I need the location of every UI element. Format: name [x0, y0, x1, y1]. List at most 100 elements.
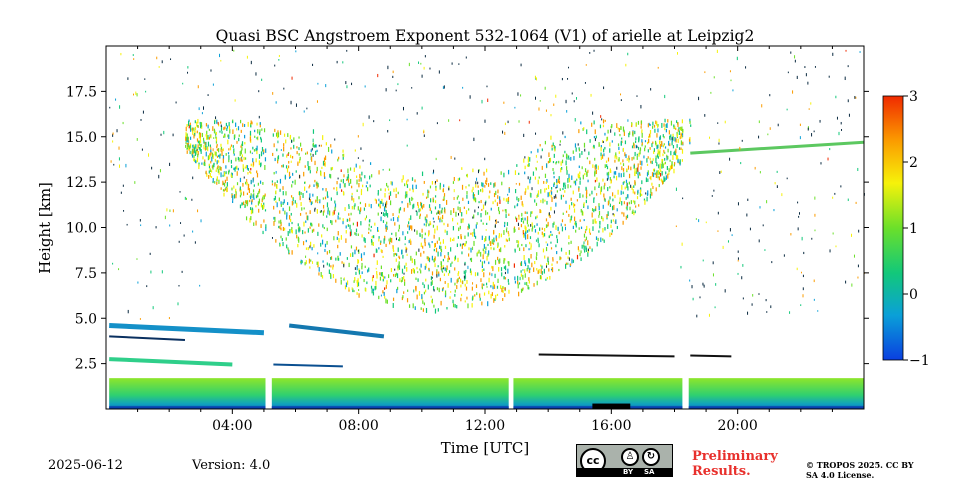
noise-point — [122, 121, 124, 125]
retrieval-point — [262, 152, 265, 155]
retrieval-point — [623, 131, 625, 136]
retrieval-point — [252, 189, 255, 193]
retrieval-point — [671, 161, 673, 165]
retrieval-point — [228, 159, 230, 163]
retrieval-point — [497, 245, 499, 249]
retrieval-point — [542, 233, 544, 238]
noise-point — [764, 249, 766, 251]
retrieval-point — [396, 273, 399, 279]
boundary-layer-base — [109, 406, 266, 409]
retrieval-point — [665, 175, 667, 180]
retrieval-point — [560, 194, 562, 200]
retrieval-point — [385, 243, 387, 247]
retrieval-point — [361, 266, 363, 270]
retrieval-point — [451, 261, 453, 264]
retrieval-point — [386, 200, 388, 205]
retrieval-point — [661, 158, 663, 164]
noise-point — [767, 133, 769, 136]
retrieval-point — [667, 119, 669, 123]
retrieval-point — [461, 167, 463, 170]
retrieval-point — [320, 144, 322, 147]
retrieval-point — [431, 298, 434, 304]
retrieval-point — [382, 275, 385, 281]
noise-point — [475, 181, 477, 185]
retrieval-point — [322, 188, 324, 191]
retrieval-point — [364, 203, 367, 207]
retrieval-point — [186, 124, 188, 128]
retrieval-point — [517, 244, 519, 248]
noise-point — [358, 289, 360, 291]
retrieval-point — [689, 118, 691, 122]
retrieval-point — [537, 193, 539, 197]
noise-point — [443, 85, 445, 89]
retrieval-point — [633, 185, 635, 188]
noise-point — [464, 263, 466, 266]
retrieval-point — [265, 224, 267, 229]
retrieval-point — [194, 151, 196, 157]
retrieval-point — [573, 156, 575, 161]
retrieval-point — [562, 194, 565, 198]
retrieval-point — [662, 144, 665, 148]
retrieval-point — [243, 191, 245, 196]
retrieval-point — [440, 245, 442, 251]
retrieval-point — [227, 134, 229, 138]
retrieval-point — [488, 195, 490, 199]
noise-point — [120, 52, 122, 56]
noise-point — [857, 276, 859, 279]
retrieval-point — [561, 167, 563, 170]
retrieval-point — [621, 166, 623, 171]
retrieval-point — [634, 210, 636, 214]
retrieval-point — [300, 142, 302, 147]
retrieval-point — [553, 176, 555, 179]
retrieval-point — [385, 298, 387, 304]
retrieval-point — [527, 265, 529, 270]
retrieval-point — [483, 292, 486, 296]
retrieval-point — [556, 251, 558, 255]
retrieval-point — [307, 247, 309, 251]
noise-point — [220, 59, 222, 62]
retrieval-point — [600, 156, 602, 161]
retrieval-point — [486, 212, 489, 215]
retrieval-point — [479, 293, 481, 298]
retrieval-point — [639, 149, 641, 155]
retrieval-point — [286, 244, 288, 249]
noise-point — [169, 162, 171, 166]
retrieval-point — [358, 269, 361, 275]
noise-point — [620, 99, 622, 102]
retrieval-point — [297, 243, 299, 248]
noise-point — [440, 216, 442, 220]
retrieval-point — [294, 200, 296, 204]
retrieval-point — [242, 182, 244, 187]
retrieval-point — [333, 187, 335, 190]
retrieval-point — [467, 226, 469, 230]
retrieval-point — [471, 286, 473, 291]
retrieval-point — [399, 207, 402, 211]
y-axis-label: Height [km] — [36, 182, 54, 274]
retrieval-point — [402, 175, 404, 180]
retrieval-point — [514, 170, 517, 176]
retrieval-point — [586, 157, 588, 160]
noise-point — [305, 255, 307, 258]
retrieval-point — [242, 164, 244, 169]
retrieval-point — [555, 244, 557, 248]
retrieval-point — [635, 205, 637, 208]
noise-point — [730, 79, 732, 82]
noise-point — [808, 108, 810, 110]
retrieval-point — [589, 246, 591, 250]
retrieval-point — [342, 221, 344, 225]
retrieval-point — [408, 197, 411, 203]
retrieval-point — [219, 165, 221, 171]
retrieval-point — [441, 270, 444, 273]
noise-point — [507, 200, 509, 204]
x-tick-label: 08:00 — [338, 418, 378, 434]
noise-point — [213, 137, 215, 139]
noise-point — [380, 294, 382, 297]
retrieval-point — [324, 243, 327, 248]
retrieval-point — [659, 143, 661, 149]
retrieval-point — [476, 292, 478, 296]
retrieval-point — [250, 125, 252, 128]
noise-point — [832, 52, 834, 56]
retrieval-point — [217, 165, 219, 169]
retrieval-point — [679, 126, 681, 131]
retrieval-point — [354, 203, 356, 207]
